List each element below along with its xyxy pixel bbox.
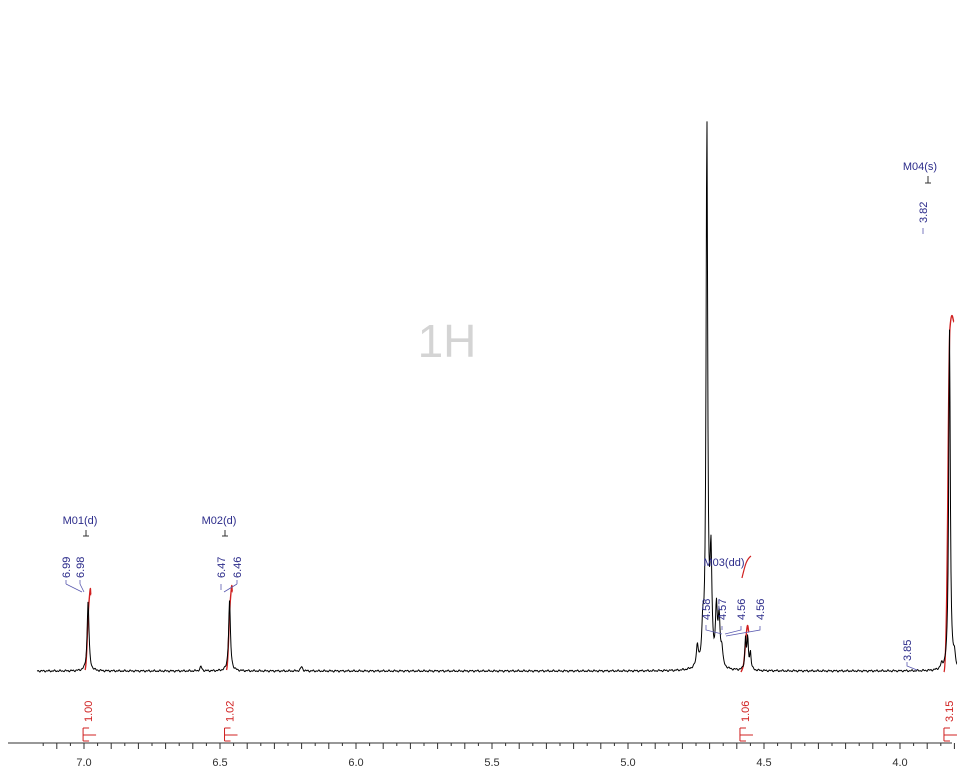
shift-label: 6.98 bbox=[75, 557, 87, 578]
integral-curve bbox=[225, 584, 234, 671]
spectrum-line bbox=[36, 121, 957, 673]
shift-leader bbox=[906, 662, 918, 671]
shift-label: 3.85 bbox=[902, 640, 914, 661]
shift-label: 3.82 bbox=[918, 202, 930, 223]
multiplet-annotations: M01(d) 6.99 6.98 M02(d) 6.47 6.46 M03(dd) 4.58 4… bbox=[61, 161, 937, 671]
x-tick-label: 6.0 bbox=[348, 757, 363, 769]
multiplet-label-m02: M02(d) bbox=[202, 515, 237, 527]
x-tick-label: 4.0 bbox=[892, 757, 907, 769]
x-tick-label: 4.5 bbox=[756, 757, 771, 769]
bracket bbox=[222, 530, 228, 537]
integral-value: 3.15 bbox=[944, 701, 956, 722]
multiplet-label-m03: M03(dd) bbox=[704, 557, 745, 569]
chart-title: 1H bbox=[418, 315, 477, 367]
integral-bracket bbox=[943, 727, 957, 742]
shift-label: 6.47 bbox=[216, 557, 228, 578]
bracket bbox=[925, 176, 931, 184]
integral-bracket bbox=[739, 727, 753, 742]
x-tick-label: 6.5 bbox=[212, 757, 227, 769]
x-tick-label: 7.0 bbox=[76, 757, 91, 769]
shift-label: 4.57 bbox=[717, 599, 729, 620]
shift-label: 6.99 bbox=[61, 557, 73, 578]
shift-label: 6.46 bbox=[232, 557, 244, 578]
multiplet-label-m04: M04(s) bbox=[903, 161, 937, 173]
integral-bracket bbox=[82, 727, 97, 742]
integral-curve bbox=[741, 555, 752, 579]
integral-value: 1.00 bbox=[83, 701, 95, 722]
shift-leader bbox=[65, 580, 85, 593]
integral-curves bbox=[84, 314, 955, 673]
shift-label: 4.58 bbox=[701, 599, 713, 620]
integral-labels: 1.00 1.02 1.06 3.15 bbox=[82, 701, 957, 742]
x-axis: 7.0 6.5 6.0 5.5 5.0 4.5 4.0 bbox=[8, 742, 955, 769]
bracket bbox=[83, 530, 89, 537]
multiplet-label-m01: M01(d) bbox=[63, 515, 98, 527]
shift-label: 4.56 bbox=[736, 599, 748, 620]
integral-value: 1.06 bbox=[740, 701, 752, 722]
integral-curve bbox=[84, 587, 92, 671]
integral-bracket bbox=[224, 727, 238, 742]
shift-leader bbox=[220, 580, 238, 593]
integral-value: 1.02 bbox=[225, 701, 237, 722]
x-tick-label: 5.0 bbox=[620, 757, 635, 769]
shift-label: 4.56 bbox=[755, 599, 767, 620]
x-tick-label: 5.5 bbox=[484, 757, 499, 769]
shift-leader bbox=[705, 625, 761, 637]
